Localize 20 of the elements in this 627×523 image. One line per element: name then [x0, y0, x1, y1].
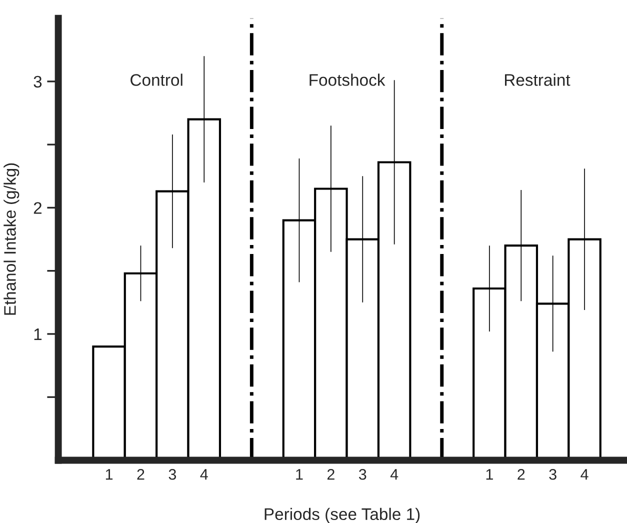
x-tick-label: 2	[518, 468, 525, 480]
x-tick-label: 3	[168, 468, 176, 480]
x-tick-label: 4	[580, 469, 588, 480]
y-axis-title: Ethanol Intake (g/kg)	[4, 163, 20, 315]
annotation: Restraint	[505, 74, 570, 86]
x-tick-label: 2	[137, 468, 144, 480]
annotation: Control	[130, 74, 182, 86]
x-tick-label: 4	[390, 469, 398, 480]
y-tick-label: 3	[34, 76, 42, 88]
x-tick-label: 2	[327, 468, 334, 480]
x-tick-label: 1	[296, 469, 303, 480]
x-tick-label: 1	[106, 469, 113, 480]
x-axis-title: Periods (see Table 1)	[264, 508, 420, 523]
y-tick-label: 2	[34, 202, 42, 214]
x-tick-label: 1	[486, 469, 493, 480]
y-tick-label: 1	[34, 328, 42, 340]
x-tick-label: 3	[549, 468, 556, 480]
x-tick-label: 4	[200, 469, 208, 480]
x-tick-label: 3	[358, 468, 366, 480]
annotation: Footshock	[310, 74, 386, 86]
